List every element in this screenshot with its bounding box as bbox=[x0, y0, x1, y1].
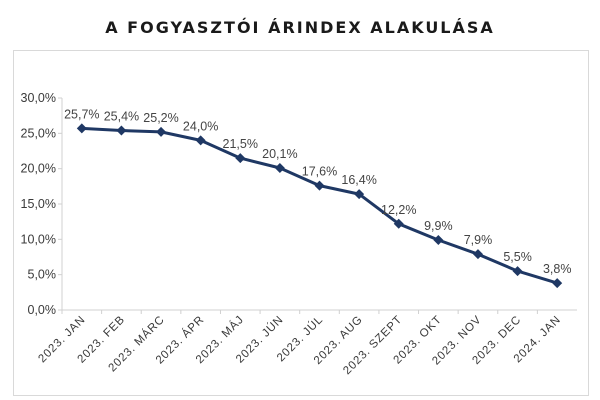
data-label: 25,7% bbox=[64, 107, 99, 121]
data-label: 3,8% bbox=[543, 262, 572, 276]
data-label: 17,6% bbox=[302, 165, 337, 179]
data-point-marker bbox=[552, 278, 563, 289]
y-tick-label: 30,0% bbox=[21, 91, 56, 105]
data-point-marker bbox=[314, 180, 325, 191]
data-point-marker bbox=[393, 218, 404, 229]
data-label: 24,0% bbox=[183, 119, 218, 133]
series-markers bbox=[76, 123, 563, 289]
data-point-marker bbox=[156, 126, 167, 137]
data-point-marker bbox=[512, 266, 523, 277]
y-axis: 0,0% 5,0% 10,0% 15,0% 20,0% 25,0% 30,0% bbox=[21, 91, 63, 317]
chart-title: A FOGYASZTÓI ÁRINDEX ALAKULÁSA bbox=[105, 18, 495, 37]
y-tick-label: 10,0% bbox=[21, 232, 56, 246]
chart-frame bbox=[13, 50, 589, 396]
y-tick-label: 0,0% bbox=[28, 303, 57, 317]
data-label: 21,5% bbox=[223, 137, 258, 151]
data-label: 7,9% bbox=[464, 233, 493, 247]
data-label: 25,4% bbox=[104, 110, 139, 124]
data-point-marker bbox=[76, 123, 87, 134]
data-point-marker bbox=[354, 189, 365, 200]
y-tick-label: 5,0% bbox=[28, 268, 57, 282]
data-point-marker bbox=[472, 249, 483, 260]
data-point-marker bbox=[195, 135, 206, 146]
data-label: 20,1% bbox=[262, 147, 297, 161]
series-line-group bbox=[81, 126, 558, 285]
data-label: 16,4% bbox=[341, 173, 376, 187]
y-tick-label: 15,0% bbox=[21, 197, 56, 211]
series-line bbox=[81, 126, 558, 285]
data-label: 12,2% bbox=[381, 203, 416, 217]
data-labels: 25,7% 25,4% 25,2% 24,0% 21,5% 20,1% 17,6% 16,4%… bbox=[64, 107, 571, 276]
data-label: 25,2% bbox=[143, 111, 178, 125]
data-point-marker bbox=[235, 153, 246, 164]
data-label: 9,9% bbox=[424, 219, 453, 233]
y-tick-label: 25,0% bbox=[21, 126, 56, 140]
data-point-marker bbox=[116, 125, 127, 136]
data-label: 5,5% bbox=[503, 250, 532, 264]
y-tick-label: 20,0% bbox=[21, 162, 56, 176]
data-point-marker bbox=[274, 162, 285, 173]
data-point-marker bbox=[433, 235, 444, 246]
